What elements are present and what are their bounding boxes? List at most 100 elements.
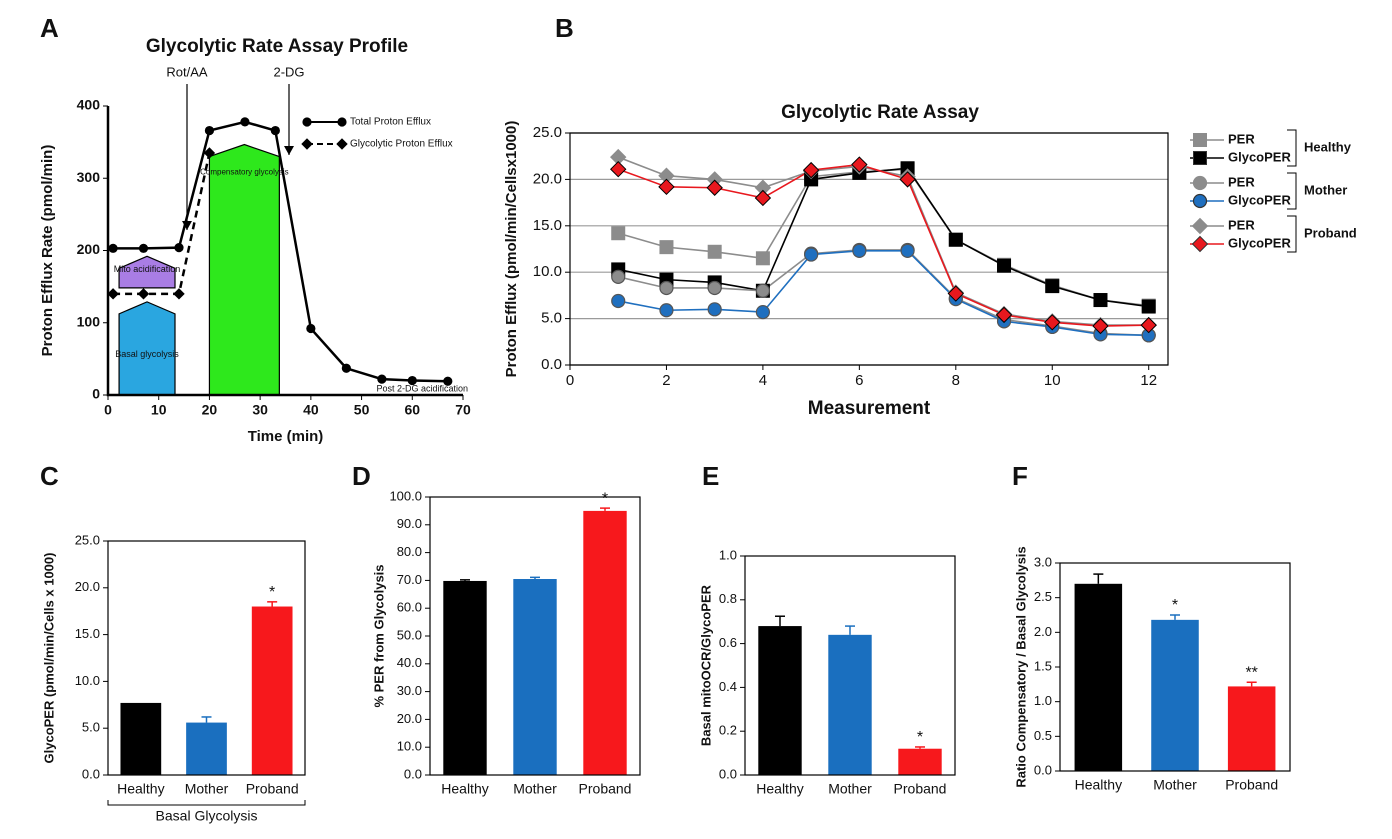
x-tick-label: 50 <box>354 402 370 418</box>
y-tick-label: 2.0 <box>1034 624 1052 639</box>
x-tick-label: 0 <box>566 372 574 389</box>
bar <box>1151 619 1199 771</box>
axis <box>429 496 641 776</box>
marker <box>900 243 915 258</box>
series-line <box>618 249 1149 337</box>
y-tick-label: 1.0 <box>1034 693 1052 708</box>
legend-label: PER <box>1228 217 1255 232</box>
annotation: Rot/AA <box>166 64 208 79</box>
series-line <box>618 167 1149 308</box>
mito-region <box>118 255 176 289</box>
legend-marker <box>1193 151 1207 165</box>
legend-label: Total Proton Efflux <box>350 117 431 128</box>
marker <box>137 288 150 300</box>
x-tick-label: Mother <box>1153 777 1197 793</box>
legend-marker <box>1192 175 1208 191</box>
y-tick-label: 0.5 <box>1034 728 1052 743</box>
y-tick-label: 10.0 <box>75 673 100 688</box>
y-tick-label: 1.5 <box>1034 658 1052 673</box>
x-tick-label: Mother <box>185 781 229 797</box>
marker <box>706 179 723 196</box>
significance: * <box>602 490 608 507</box>
legend-label: GlycoPER <box>1228 149 1291 164</box>
panel-label: A <box>40 13 59 43</box>
marker <box>707 244 722 259</box>
marker <box>1045 279 1060 294</box>
legend-bracket <box>1287 215 1297 253</box>
x-tick-label: 0 <box>104 402 112 418</box>
y-axis-label: Proton Efflux Rate (pmol/min) <box>39 145 56 357</box>
marker <box>204 125 215 136</box>
y-tick-label: 20.0 <box>75 579 100 594</box>
marker <box>899 171 916 188</box>
y-tick-label: 50.0 <box>397 627 422 642</box>
y-tick-label: 100 <box>77 313 101 329</box>
bar <box>186 722 227 775</box>
legend-label: PER <box>1228 131 1255 146</box>
legend-label: Glycolytic Proton Efflux <box>350 139 453 150</box>
y-tick-label: 5.0 <box>541 310 562 327</box>
y-tick-label: 70.0 <box>397 572 422 587</box>
y-tick-label: 15.0 <box>75 626 100 641</box>
marker <box>659 303 674 318</box>
y-tick-label: 1.0 <box>719 547 737 562</box>
y-axis-label: Basal mitoOCR/GlycoPER <box>698 584 713 746</box>
legend-group: Healthy <box>1304 139 1352 154</box>
significance: * <box>917 729 923 746</box>
marker <box>659 280 674 296</box>
x-tick-label: Healthy <box>1075 777 1122 793</box>
x-tick-label: Proband <box>894 781 947 797</box>
marker <box>611 293 626 309</box>
marker <box>755 283 771 298</box>
chart-title: Glycolytic Rate Assay <box>781 102 979 123</box>
x-tick-label: 6 <box>855 372 863 389</box>
panel-label: B <box>555 13 574 43</box>
panel-label: F <box>1012 461 1028 491</box>
y-tick-label: 0.0 <box>719 766 737 781</box>
marker <box>611 226 626 241</box>
marker <box>755 251 770 266</box>
series-line <box>113 152 211 296</box>
marker <box>995 306 1013 324</box>
annotation: Compensatory glycolysis <box>200 168 288 177</box>
marker <box>997 258 1012 273</box>
x-tick-label: 10 <box>1044 372 1061 389</box>
x-tick-label: 70 <box>455 402 471 418</box>
y-tick-label: 20.0 <box>533 170 562 187</box>
y-tick-label: 0.0 <box>1034 762 1052 777</box>
y-tick-label: 25.0 <box>533 124 562 141</box>
marker <box>659 240 674 255</box>
bar <box>443 580 487 775</box>
series-line <box>617 156 1149 326</box>
marker <box>341 363 351 373</box>
y-axis-label: Proton Efflux (pmol/min/Cellsx1000) <box>503 121 520 378</box>
y-tick-label: 10.0 <box>533 263 562 280</box>
x-tick-label: Mother <box>828 781 872 797</box>
series-line <box>618 168 1149 307</box>
y-tick-label: 0.0 <box>404 766 422 781</box>
axis <box>744 555 956 776</box>
bar <box>120 702 162 775</box>
x-tick-label: 8 <box>952 372 960 389</box>
marker <box>174 243 184 253</box>
legend-label: GlycoPER <box>1228 192 1291 207</box>
x-tick-label: 30 <box>252 402 268 418</box>
panel-label: D <box>352 461 371 491</box>
y-tick-label: 40.0 <box>397 655 422 670</box>
legend-marker <box>1191 217 1209 235</box>
marker <box>107 288 119 300</box>
bar <box>1074 583 1123 771</box>
legend-bracket <box>1287 172 1297 210</box>
marker <box>377 374 387 384</box>
marker <box>1092 317 1109 335</box>
marker <box>443 376 453 386</box>
significance: * <box>269 584 275 601</box>
marker <box>306 323 316 334</box>
y-tick-label: 0.0 <box>82 766 100 781</box>
significance: ** <box>1245 664 1257 681</box>
y-tick-label: 80.0 <box>397 544 422 559</box>
marker <box>1093 293 1108 308</box>
marker <box>802 161 820 179</box>
significance: * <box>1172 597 1178 614</box>
x-tick-label: Proband <box>1225 777 1278 793</box>
